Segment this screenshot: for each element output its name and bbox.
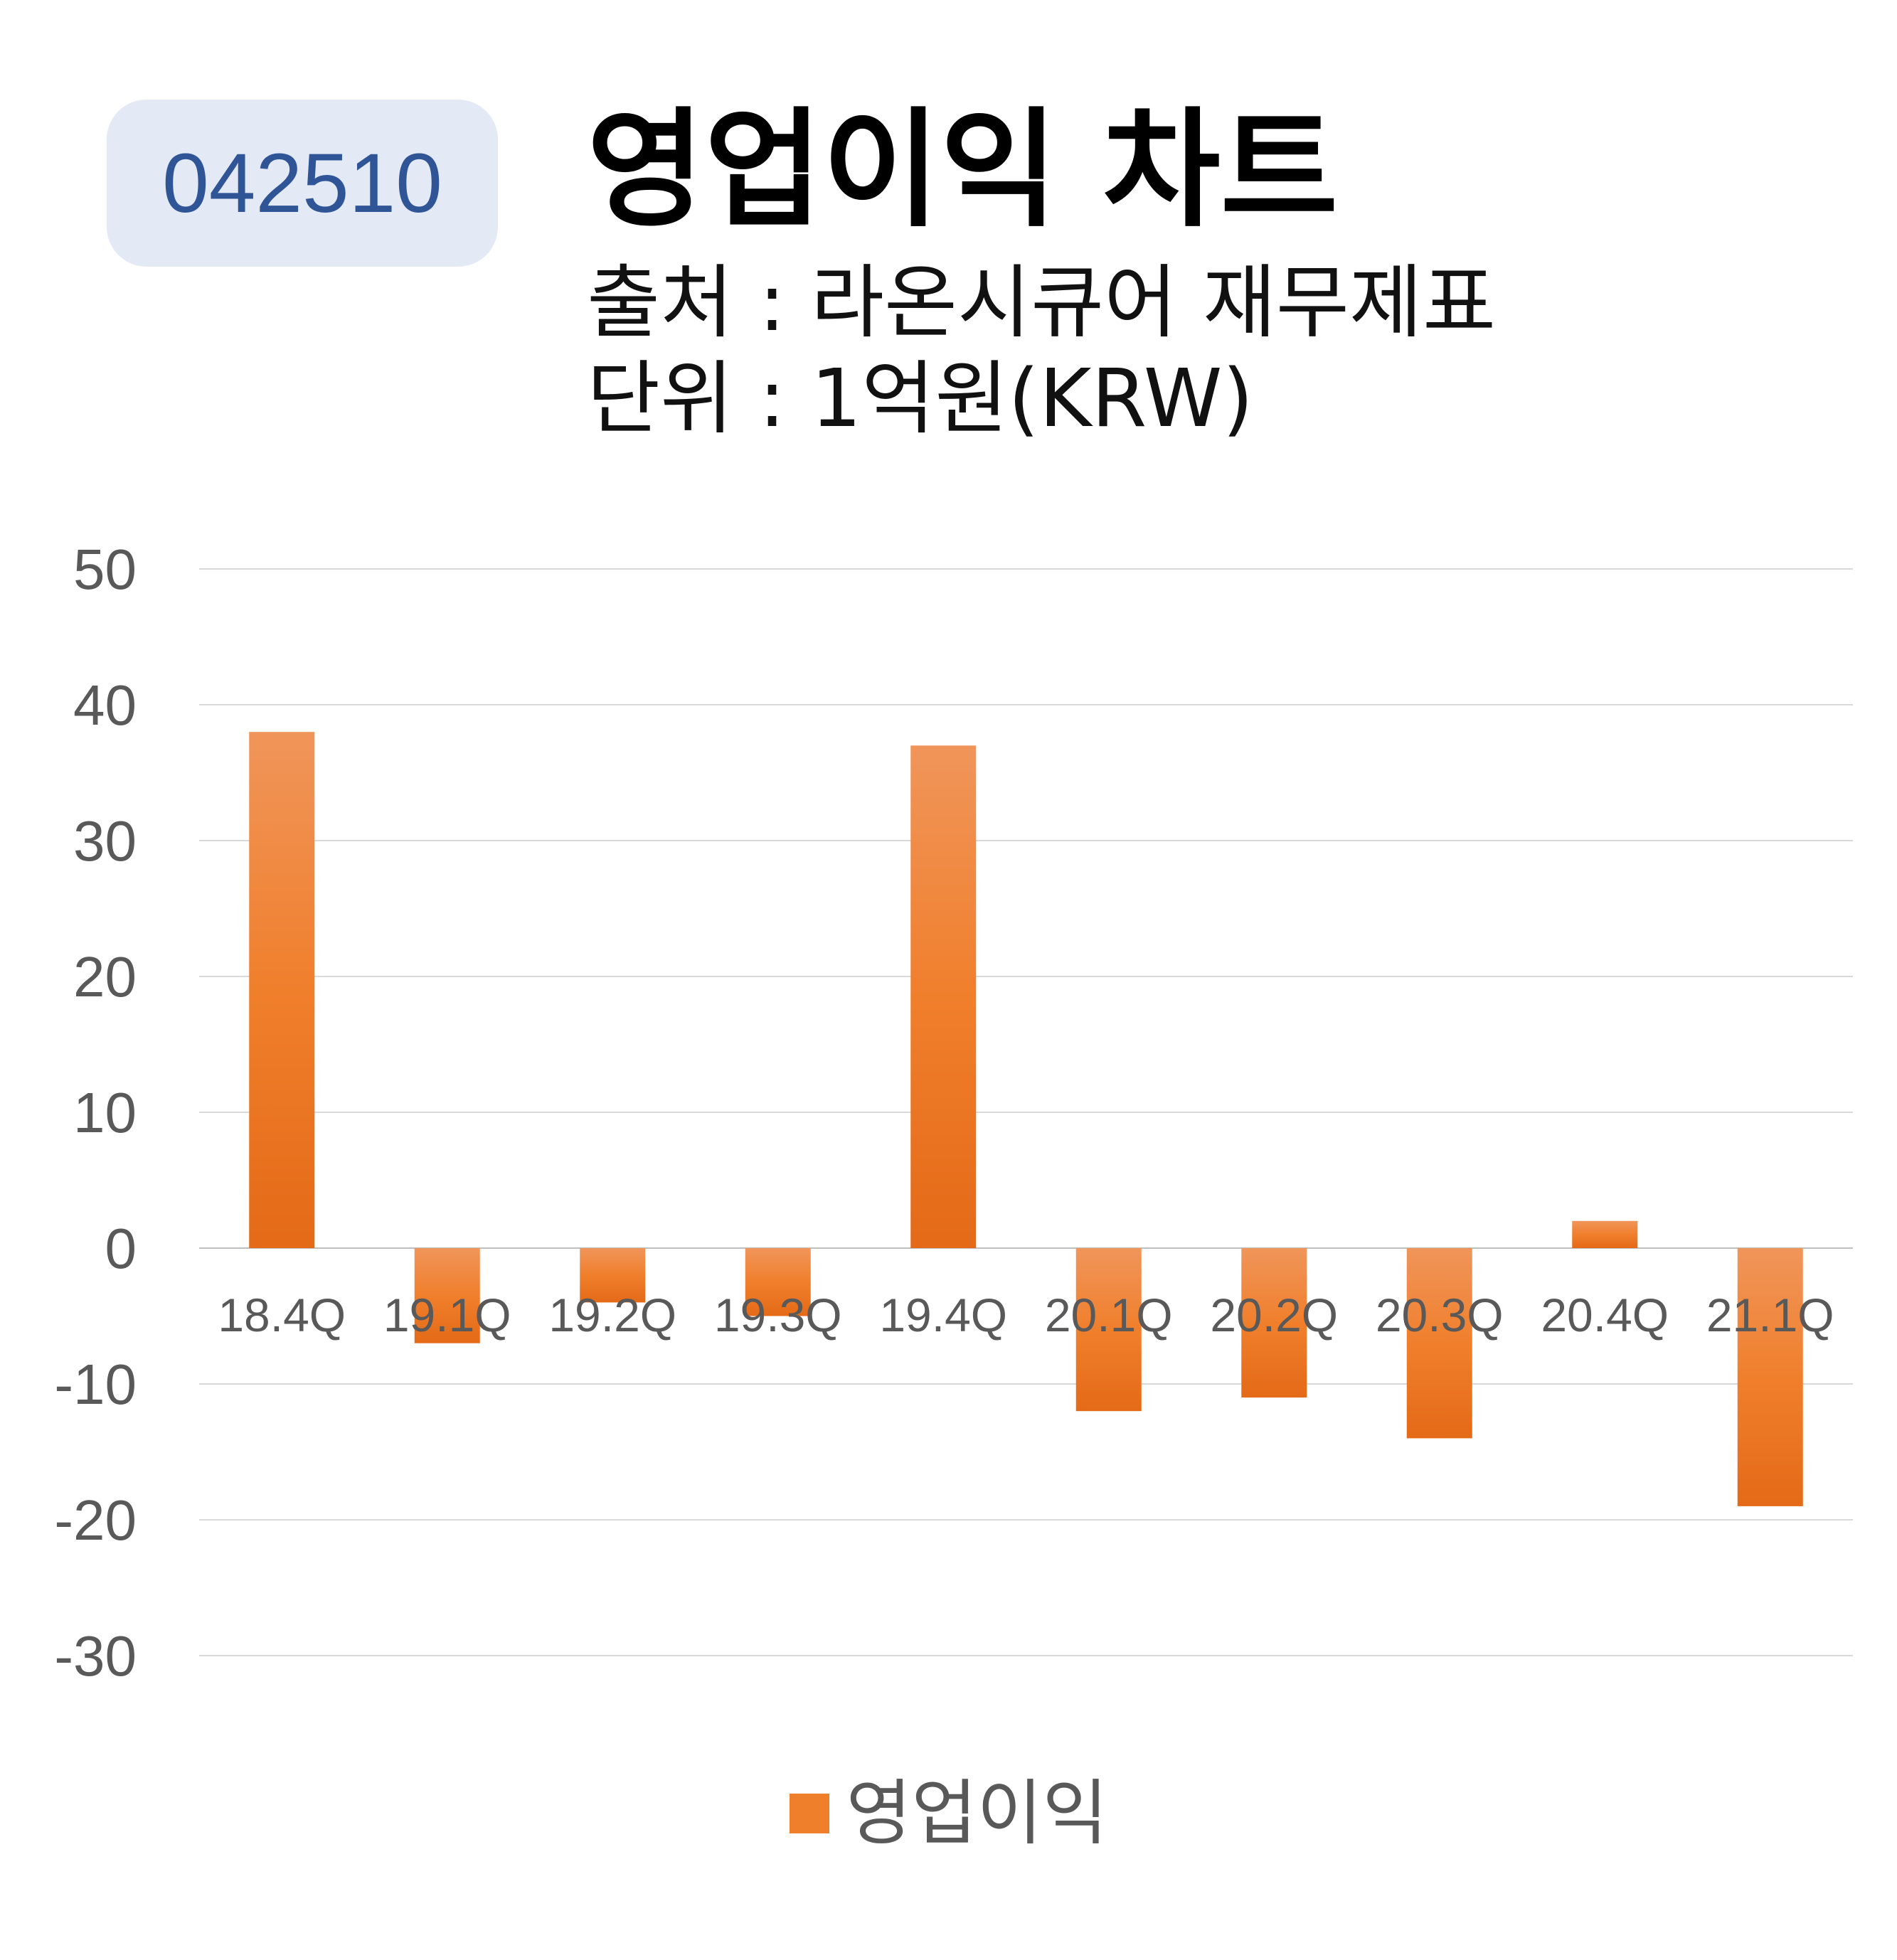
x-tick-label: 19.1Q [383,1289,511,1341]
y-tick-label: 20 [73,945,137,1008]
gridlines [199,568,1853,1656]
x-tick-label: 20.2Q [1210,1289,1338,1341]
x-axis-ticks: 18.4Q 19.1Q 19.2Q 19.3Q 19.4Q 20.1Q 20.2Q 20.3Q… [218,1289,1834,1341]
bars [249,732,1803,1506]
y-tick-label: -10 [54,1353,137,1416]
x-tick-label: 20.3Q [1376,1289,1504,1341]
bar-18.4Q [249,732,315,1248]
y-axis-ticks: 50 40 30 20 10 0 -10 -20 -30 [54,538,137,1688]
y-tick-label: -30 [54,1624,137,1688]
x-tick-label: 21.1Q [1706,1289,1834,1341]
x-tick-label: 20.4Q [1541,1289,1669,1341]
bar-20.4Q [1572,1220,1638,1248]
x-tick-label: 20.1Q [1045,1289,1173,1341]
y-tick-label: -20 [54,1488,137,1552]
stock-code: 042510 [162,136,442,230]
chart-title: 영업이익 차트 [587,96,1339,245]
x-tick-label: 19.2Q [548,1289,676,1341]
bar-21.1Q [1737,1248,1803,1506]
x-tick-label: 19.4Q [879,1289,1007,1341]
x-tick-label: 18.4Q [218,1289,346,1341]
bar-19.2Q [580,1248,646,1303]
bar-20.3Q [1406,1248,1472,1439]
y-tick-label: 0 [105,1217,137,1280]
legend: 영업이익 [0,1778,1897,1849]
legend-swatch-icon [789,1794,829,1833]
y-tick-label: 10 [73,1081,137,1144]
bar-20.1Q [1075,1248,1142,1412]
y-tick-label: 30 [73,809,137,873]
bar-19.4Q [910,745,977,1248]
stock-code-badge: 042510 [107,100,498,267]
unit-text: 단위 : 1억원(KRW) [587,353,1254,445]
legend-label: 영업이익 [846,1772,1108,1855]
bar-19.1Q [414,1248,480,1343]
x-tick-label: 19.3Q [714,1289,842,1341]
y-tick-label: 50 [73,538,137,601]
bar-20.2Q [1241,1248,1307,1398]
bar-19.3Q [745,1248,811,1316]
y-tick-label: 40 [73,673,137,737]
source-text: 출처 : 라온시큐어 재무제표 [587,257,1496,349]
